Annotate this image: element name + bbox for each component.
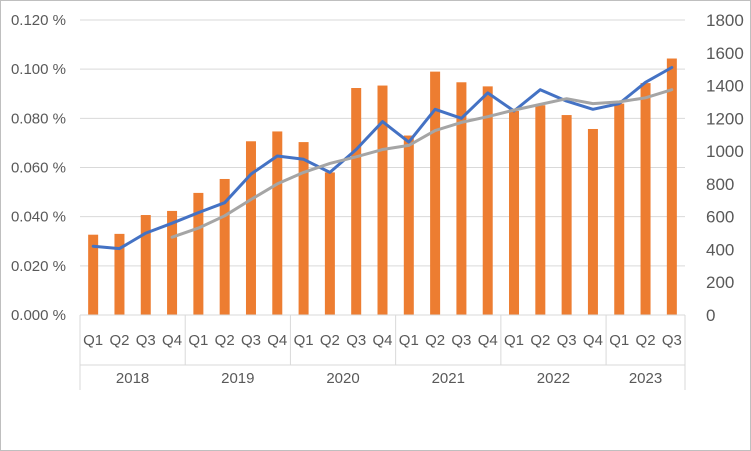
- right-axis-tick-label: 800: [706, 175, 734, 194]
- x-tick-label: Q4: [267, 332, 287, 349]
- x-tick-label: Q3: [662, 332, 682, 349]
- left-axis-tick-label: 0.120 %: [11, 12, 66, 29]
- gridlines: [80, 19, 685, 267]
- left-axis-tick-label: 0.040 %: [11, 209, 66, 226]
- year-label: 2020: [326, 370, 359, 387]
- bar: [140, 215, 151, 315]
- right-axis-tick-label: 600: [706, 208, 734, 227]
- right-axis-tick-label: 400: [706, 240, 734, 259]
- x-tick-label: Q2: [530, 332, 550, 349]
- bar: [614, 103, 625, 315]
- x-tick-label: Q2: [636, 332, 656, 349]
- bar: [535, 105, 546, 315]
- bar: [88, 234, 99, 315]
- x-tick-label: Q4: [162, 332, 182, 349]
- x-tick-label: Q2: [320, 332, 340, 349]
- year-label: 2022: [537, 370, 570, 387]
- left-axis-tick-label: 0.080 %: [11, 110, 66, 127]
- bar: [561, 115, 572, 315]
- left-axis-tick-label: 0.100 %: [11, 61, 66, 78]
- bar: [456, 82, 467, 316]
- gray-line-series: [170, 88, 674, 239]
- right-axis-tick-label: 1800: [706, 11, 744, 30]
- bar: [167, 210, 178, 315]
- x-tick-label: Q3: [346, 332, 366, 349]
- x-axis: Q1 Q2 Q3 Q4 Q1 Q2 Q3 Q4 Q1 Q2 Q3 Q4 Q1 Q2 Q3 Q4 Q1 Q2 Q3 Q4…: [79, 314, 686, 390]
- x-tick-label: Q1: [83, 332, 103, 349]
- x-tick-label: Q2: [425, 332, 445, 349]
- left-axis-tick-label: 0.020 %: [11, 258, 66, 275]
- left-axis-tick-label: 0.000 %: [11, 307, 66, 324]
- bar: [351, 88, 362, 315]
- bar: [219, 178, 230, 315]
- blue-line-series: [91, 66, 674, 251]
- bar: [272, 131, 283, 315]
- bar: [403, 135, 414, 315]
- bar: [298, 142, 309, 315]
- bar: [193, 192, 204, 315]
- x-tick-label: Q1: [188, 332, 208, 349]
- x-tick-label: Q3: [136, 332, 156, 349]
- x-tick-label: Q3: [241, 332, 261, 349]
- x-tick-label: Q1: [504, 332, 524, 349]
- x-tick-label: Q3: [557, 332, 577, 349]
- x-tick-label: Q2: [215, 332, 235, 349]
- right-axis-ticks: 0 200 400 600 800 1000 1200 1400 1600 1800: [706, 11, 744, 325]
- year-label: 2021: [432, 370, 465, 387]
- right-axis-tick-label: 0: [706, 306, 715, 325]
- bar: [482, 86, 493, 315]
- x-tick-label: Q2: [109, 332, 129, 349]
- bar: [640, 83, 651, 315]
- bar: [324, 172, 335, 315]
- line-series: [91, 66, 674, 251]
- x-tick-label: Q4: [583, 332, 603, 349]
- x-tick-label: Q4: [478, 332, 498, 349]
- right-axis-tick-label: 1400: [706, 77, 744, 96]
- x-tick-label: Q1: [294, 332, 314, 349]
- year-label: 2018: [116, 370, 149, 387]
- bar: [377, 85, 388, 315]
- right-axis-tick-label: 200: [706, 273, 734, 292]
- x-tick-label: Q4: [372, 332, 392, 349]
- bar: [245, 141, 256, 315]
- right-axis-tick-label: 1000: [706, 142, 744, 161]
- left-axis-tick-label: 0.060 %: [11, 160, 66, 177]
- bar: [430, 71, 441, 315]
- bar: [587, 128, 598, 315]
- left-axis-ticks: 0.000 % 0.020 % 0.040 % 0.060 % 0.080 % 0.100…: [11, 12, 66, 324]
- year-label: 2019: [221, 370, 254, 387]
- bar-series: [88, 58, 677, 316]
- bar: [114, 233, 125, 315]
- right-axis-tick-label: 1600: [706, 44, 744, 63]
- bar: [666, 58, 677, 316]
- x-tick-label: Q1: [399, 332, 419, 349]
- right-axis-tick-label: 1200: [706, 109, 744, 128]
- x-tick-label: Q1: [609, 332, 629, 349]
- year-label: 2023: [629, 370, 662, 387]
- x-tick-label: Q3: [451, 332, 471, 349]
- bar: [509, 110, 520, 315]
